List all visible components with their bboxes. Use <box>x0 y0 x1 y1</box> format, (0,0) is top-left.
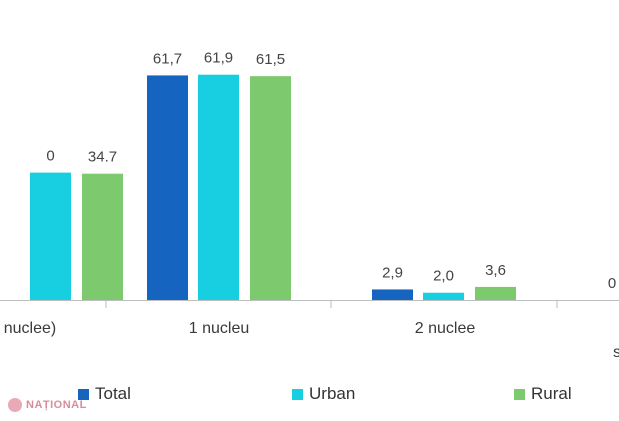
category-label-3: s <box>613 344 619 361</box>
legend-item-urban: Urban <box>292 384 355 404</box>
legend-item-total: Total <box>78 384 131 404</box>
bar-urban-0 <box>30 172 71 300</box>
legend-label-rural: Rural <box>531 384 572 403</box>
watermark-dot-icon <box>8 398 22 412</box>
legend-swatch-total <box>78 388 89 400</box>
watermark-text: NAȚIONAL <box>26 399 87 411</box>
bar-rural-1 <box>250 76 291 300</box>
data-label-1-1: 61,9 <box>204 50 233 67</box>
legend-swatch-urban <box>292 388 303 400</box>
data-label-2-1: 2,0 <box>433 268 454 285</box>
category-label-0: nuclee) <box>4 320 56 337</box>
data-label-0-2: 34.7 <box>88 149 117 166</box>
legend: Total Urban Rural <box>0 384 619 408</box>
legend-item-rural: Rural <box>514 384 572 404</box>
legend-label-urban: Urban <box>309 384 356 403</box>
bar-rural-0 <box>82 173 123 300</box>
bar-total-2 <box>372 289 413 300</box>
legend-label-total: Total <box>95 384 131 403</box>
legend-swatch-rural <box>514 388 525 400</box>
bar-rural-2 <box>475 286 516 300</box>
bar-urban-2 <box>423 292 464 300</box>
category-label-2: 2 nuclee <box>415 320 476 337</box>
data-label-1-0: 61,7 <box>153 50 182 67</box>
bar-urban-1 <box>198 74 239 301</box>
watermark-logo: NAȚIONAL <box>8 398 87 412</box>
bar-chart: 0 34.7 61,7 61,9 61,5 2,9 2,0 3,6 0 nuclee) 1 nuc… <box>0 50 619 361</box>
bar-total-1 <box>147 75 188 300</box>
data-label-1-2: 61,5 <box>256 51 285 68</box>
category-label-1: 1 nucleu <box>189 320 250 337</box>
data-label-2-0: 2,9 <box>382 264 403 281</box>
data-label-0-1: 0 <box>46 148 54 165</box>
data-label-3-0: 0 <box>608 275 616 292</box>
data-label-2-2: 3,6 <box>485 262 506 279</box>
